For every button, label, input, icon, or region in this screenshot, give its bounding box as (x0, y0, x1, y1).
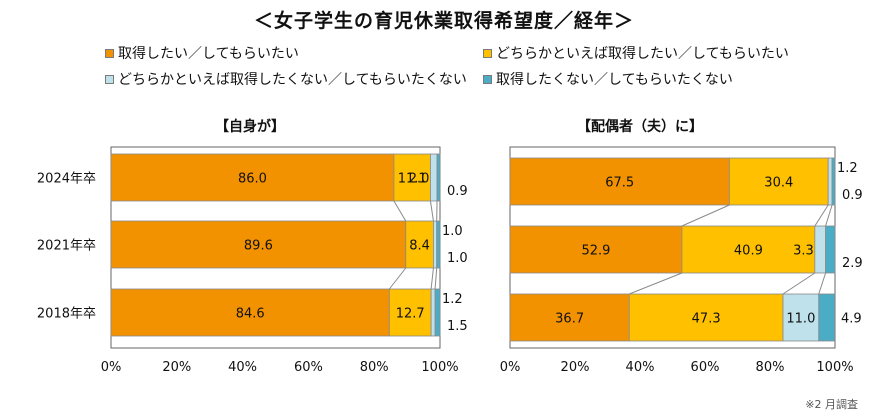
bar-segment (430, 288, 436, 337)
legend-label: 取得したい／してもらいたい (118, 46, 299, 62)
data-label: 36.7 (555, 312, 584, 327)
data-label: 30.4 (764, 176, 793, 191)
bar-segment (434, 288, 441, 337)
legend-swatch-icon (483, 48, 492, 58)
bar-segment (430, 153, 438, 202)
data-label: 1.2 (442, 292, 463, 307)
footnote: ※2 月調査 (805, 398, 858, 411)
connector-line (393, 200, 407, 222)
x-tick-label: 100% (816, 360, 853, 375)
data-label: 89.6 (244, 239, 273, 254)
bar-segment (827, 157, 833, 206)
legend-item: 取得したくない／してもらいたくない (483, 69, 733, 89)
bar-segment (628, 293, 784, 342)
data-label: 86.0 (238, 172, 267, 187)
data-label: 4.9 (841, 312, 862, 327)
legend-item: どちらかといえば取得したい／してもらいたい (483, 43, 789, 63)
legend-swatch-icon (483, 74, 492, 84)
panel-title: 【自身が】 (215, 118, 285, 135)
data-label: 40.9 (734, 244, 763, 259)
data-label: 1.0 (442, 224, 463, 239)
data-label: 1.2 (837, 161, 858, 176)
x-tick-label: 40% (626, 360, 655, 375)
data-label: 0.9 (842, 188, 863, 203)
bar-segment (509, 225, 683, 274)
bar-segment (814, 225, 826, 274)
category-label: 2024年卒 (37, 172, 96, 187)
connector-line (629, 272, 683, 295)
connector-line (430, 267, 434, 290)
bar-segment (728, 157, 829, 206)
x-tick-label: 60% (691, 360, 720, 375)
category-label: 2018年卒 (37, 307, 96, 322)
legend-label: 取得したくない／してもらいたくない (496, 72, 733, 88)
x-tick-label: 20% (561, 360, 590, 375)
panel-title: 【配偶者（夫）に】 (577, 118, 703, 135)
legend-row: どちらかといえば取得したくない／してもらいたくない 取得したくない／してもらいた… (105, 66, 865, 92)
x-tick-label: 100% (421, 360, 458, 375)
legend-swatch-icon (105, 74, 114, 84)
x-tick-label: 0% (101, 360, 122, 375)
legend-item: 取得したい／してもらいたい (105, 43, 483, 63)
x-tick-label: 20% (162, 360, 191, 375)
bar-segment (509, 157, 730, 206)
bar-segment (831, 157, 836, 206)
bar-segment (436, 220, 441, 269)
data-label: 3.3 (793, 244, 814, 259)
legend-item: どちらかといえば取得したくない／してもらいたくない (105, 69, 483, 89)
legend: 取得したい／してもらいたい どちらかといえば取得したい／してもらいたい どちらか… (105, 40, 865, 92)
x-tick-label: 60% (294, 360, 323, 375)
data-label: 84.6 (236, 307, 265, 322)
connector-line (814, 204, 829, 227)
connector-line (818, 272, 827, 295)
x-tick-label: 40% (228, 360, 257, 375)
data-label: 2.0 (409, 172, 430, 187)
legend-label: どちらかといえば取得したい／してもらいたい (496, 46, 789, 62)
data-label: 2.9 (842, 256, 863, 271)
data-label: 0.9 (447, 184, 468, 199)
data-label: 11.0 (786, 312, 815, 327)
connector-line (388, 267, 407, 290)
category-label: 2021年卒 (37, 239, 96, 254)
connector-line (434, 267, 438, 290)
bar-segment (433, 220, 438, 269)
x-tick-label: 0% (500, 360, 521, 375)
bar-segment (405, 220, 434, 269)
data-label: 8.4 (409, 239, 430, 254)
legend-label: どちらかといえば取得したくない／してもらいたくない (118, 72, 467, 88)
bar-segment (388, 288, 432, 337)
legend-swatch-icon (105, 48, 114, 58)
bar-segment (110, 220, 407, 269)
data-label: 47.3 (692, 312, 721, 327)
legend-row: 取得したい／してもらいたい どちらかといえば取得したい／してもらいたい (105, 40, 865, 66)
connector-line (825, 204, 833, 227)
chart-title: ＜女子学生の育児休業取得希望度／経年＞ (253, 10, 634, 32)
connector-line (782, 272, 816, 295)
connector-line (429, 200, 434, 222)
data-label: 1.0 (447, 251, 468, 266)
bar-segment (825, 225, 836, 274)
data-label: 12.7 (396, 307, 425, 322)
data-label: 52.9 (581, 244, 610, 259)
x-tick-label: 80% (360, 360, 389, 375)
data-label: 67.5 (605, 176, 634, 191)
connector-line (681, 204, 730, 227)
data-label: 11.1 (398, 172, 427, 187)
bar-segment (436, 153, 441, 202)
data-label: 1.5 (447, 319, 468, 334)
bar-segment (110, 153, 395, 202)
bar-segment (818, 293, 836, 342)
bar-segment (393, 153, 431, 202)
bar-segment (681, 225, 816, 274)
x-tick-label: 80% (756, 360, 785, 375)
